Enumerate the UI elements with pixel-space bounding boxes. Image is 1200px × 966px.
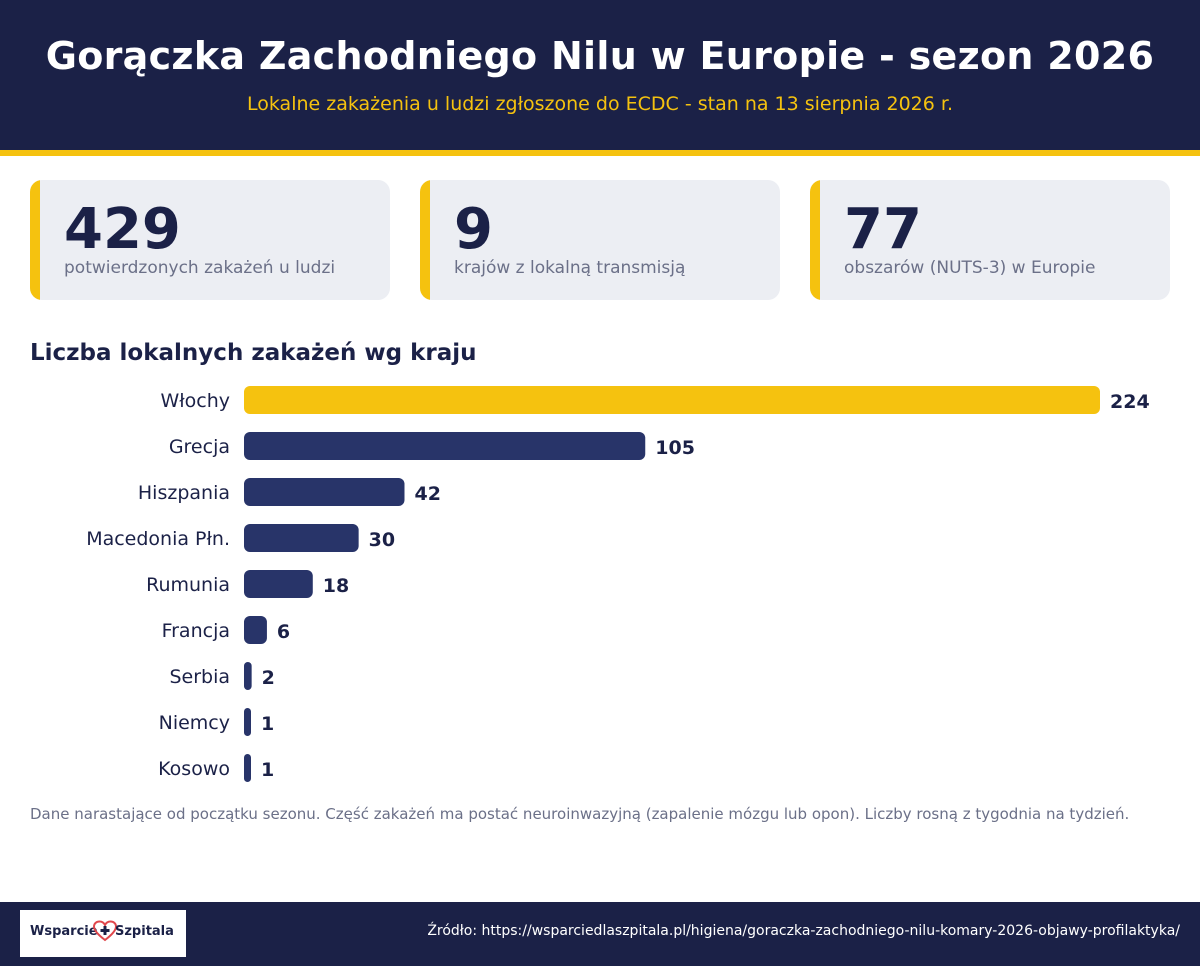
category-label: Serbia — [169, 666, 230, 688]
stat-card-countries: 9 krajów z lokalną transmisją — [420, 180, 780, 300]
data-label: 1 — [261, 759, 274, 781]
data-label: 18 — [323, 575, 349, 597]
data-label: 1 — [261, 713, 274, 735]
category-label: Włochy — [160, 390, 230, 412]
stat-label-cases: potwierdzonych zakażeń u ludzi — [64, 258, 336, 278]
bar — [244, 386, 1100, 414]
category-label: Grecja — [169, 436, 230, 458]
bar — [244, 478, 405, 506]
stat-card-cases: 429 potwierdzonych zakażeń u ludzi — [30, 180, 390, 300]
data-label: 6 — [277, 621, 290, 643]
bar — [244, 570, 313, 598]
page-title: Gorączka Zachodniego Nilu w Europie - se… — [45, 34, 1155, 78]
heart-cross-icon — [93, 920, 117, 942]
logo: Wsparcie Szpitala — [20, 910, 186, 957]
data-label: 30 — [369, 529, 395, 551]
stat-card-accent — [810, 180, 820, 300]
bar-chart: Włochy 224 Grecja 105 Hiszpania 42 Macedonia P… — [86, 386, 1150, 782]
category-label: Kosowo — [158, 758, 230, 780]
logo-text-left: Wsparcie — [30, 924, 98, 939]
bar — [244, 662, 252, 690]
bar — [244, 754, 251, 782]
bar — [244, 432, 646, 460]
stat-value-countries: 9 — [454, 197, 493, 262]
data-label: 224 — [1110, 391, 1150, 413]
category-label: Hiszpania — [138, 482, 230, 504]
chart-note: Dane narastające od początku sezonu. Czę… — [30, 805, 1130, 823]
stat-value-areas: 77 — [844, 197, 922, 262]
source-link[interactable]: Źródło: https://wsparciedlaszpitala.pl/h… — [427, 923, 1180, 939]
category-label: Macedonia Płn. — [86, 528, 230, 550]
bar — [244, 524, 359, 552]
data-label: 42 — [415, 483, 441, 505]
category-label: Francja — [162, 620, 230, 642]
stat-label-areas: obszarów (NUTS-3) w Europie — [844, 258, 1096, 278]
page-subtitle: Lokalne zakażenia u ludzi zgłoszone do E… — [247, 93, 953, 115]
stat-card-areas: 77 obszarów (NUTS-3) w Europie — [810, 180, 1170, 300]
stat-value-cases: 429 — [64, 197, 181, 262]
data-label: 105 — [655, 437, 695, 459]
stat-card-accent — [420, 180, 430, 300]
header: Gorączka Zachodniego Nilu w Europie - se… — [0, 0, 1200, 150]
data-label: 2 — [262, 667, 275, 689]
category-label: Rumunia — [146, 574, 230, 596]
bar — [244, 616, 267, 644]
chart-title: Liczba lokalnych zakażeń wg kraju — [30, 340, 477, 366]
accent-divider — [0, 150, 1200, 156]
stat-label-countries: krajów z lokalną transmisją — [454, 258, 686, 278]
stat-card-accent — [30, 180, 40, 300]
category-label: Niemcy — [159, 712, 230, 734]
bar — [244, 708, 251, 736]
logo-text-right: Szpitala — [115, 924, 174, 939]
footer: Wsparcie Szpitala Źródło: https://wsparc… — [0, 902, 1200, 966]
